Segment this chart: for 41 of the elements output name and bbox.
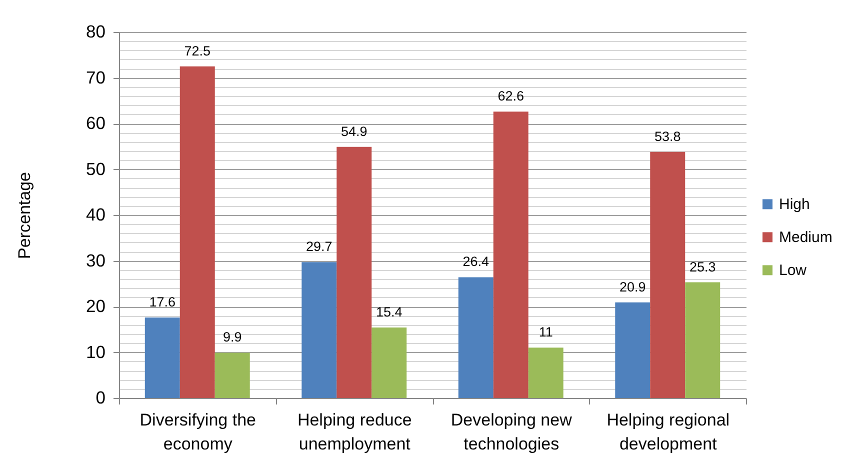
y-tick-label: 0 <box>96 388 106 408</box>
data-label: 9.9 <box>222 330 242 345</box>
bar <box>615 302 650 398</box>
x-tick-label: Helping regional development <box>606 410 730 454</box>
bar <box>144 317 180 398</box>
data-label: 25.3 <box>689 259 716 274</box>
y-tick-label: 80 <box>86 22 106 42</box>
legend-label: High <box>779 196 810 214</box>
y-axis-title: Percentage <box>15 172 34 259</box>
bar <box>336 146 372 398</box>
bar <box>528 348 564 398</box>
bar <box>458 277 494 398</box>
y-tick-label: 70 <box>86 67 106 88</box>
legend-label: Medium <box>779 229 832 246</box>
y-tick-label: 50 <box>86 158 106 179</box>
y-tick-label: 30 <box>86 250 106 270</box>
y-tick-label: 10 <box>86 342 106 362</box>
data-label: 20.9 <box>619 279 646 294</box>
x-tick-label: Developing new technologies <box>450 410 573 454</box>
data-label: 72.5 <box>184 43 211 58</box>
x-tick-label: Helping reduce unemployment <box>297 410 412 454</box>
legend-label: Low <box>779 262 807 280</box>
y-tick-label: 60 <box>86 113 106 133</box>
data-label: 54.9 <box>340 124 368 139</box>
bar <box>180 66 215 398</box>
bar <box>302 262 337 398</box>
data-label: 17.6 <box>149 294 176 310</box>
bar <box>685 282 720 398</box>
data-label: 11 <box>538 324 553 340</box>
bar <box>214 352 250 398</box>
x-tick-label: Diversifying the economy <box>140 410 256 454</box>
data-label: 15.4 <box>376 304 403 320</box>
data-label: 62.6 <box>498 88 524 104</box>
bar <box>372 328 407 398</box>
bar <box>650 152 686 398</box>
bar <box>493 112 528 398</box>
y-tick-label: 20 <box>86 296 106 316</box>
data-label: 53.8 <box>654 128 681 144</box>
y-tick-label: 40 <box>86 204 106 224</box>
data-label: 29.7 <box>306 239 332 254</box>
data-label: 26.4 <box>462 254 490 270</box>
